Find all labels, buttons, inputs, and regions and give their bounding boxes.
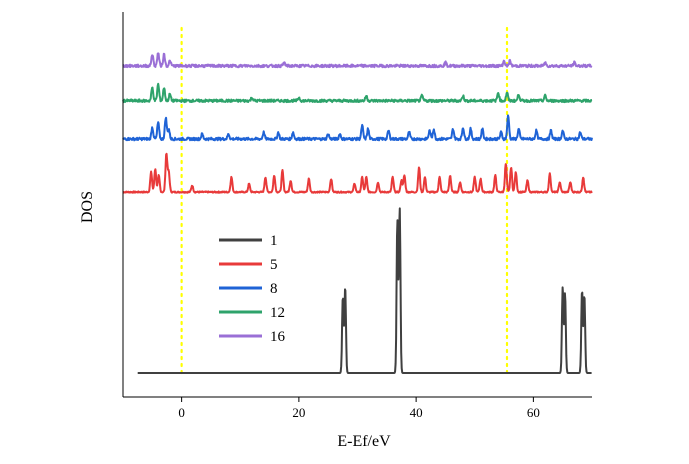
x-tick-label: 0 xyxy=(178,405,185,420)
legend-label-8: 8 xyxy=(270,281,278,297)
legend-label-5: 5 xyxy=(270,257,278,273)
axes: 0 20 40 60 xyxy=(122,12,592,420)
legend-label-12: 12 xyxy=(270,305,285,321)
legend-label-16: 16 xyxy=(270,329,286,345)
x-tick-label: 20 xyxy=(292,405,305,420)
series-line-16 xyxy=(122,52,593,69)
fermi-reference-lines xyxy=(180,26,509,379)
legend-label-1: 1 xyxy=(270,233,278,249)
series-line-1 xyxy=(137,207,593,374)
series-layer xyxy=(122,52,593,374)
series-line-8 xyxy=(122,114,593,142)
series-line-5 xyxy=(122,152,593,194)
y-axis-label: DOS xyxy=(79,191,96,223)
x-axis-label: E-Ef/eV xyxy=(337,433,391,450)
x-tick-label: 60 xyxy=(527,405,540,420)
legend: 1 5 8 12 16 xyxy=(219,233,286,345)
series-line-12 xyxy=(122,82,593,104)
x-tick-label: 40 xyxy=(410,405,423,420)
